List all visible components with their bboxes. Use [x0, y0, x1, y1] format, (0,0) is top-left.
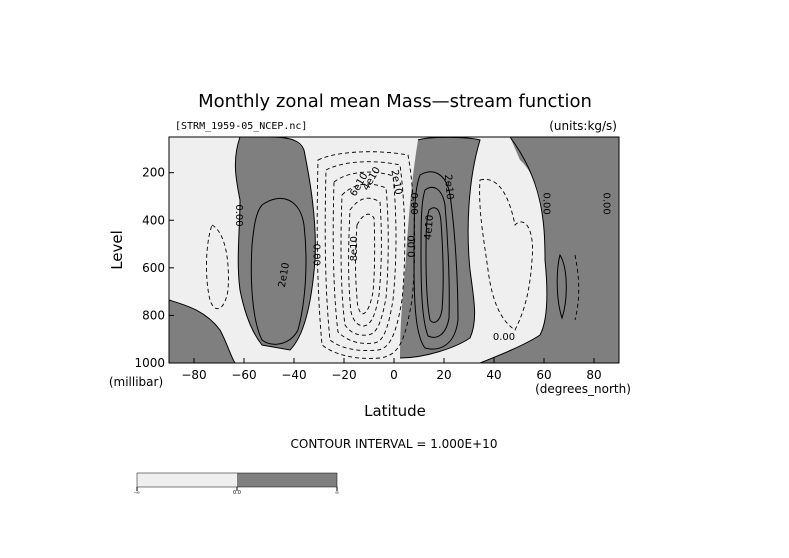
source-file-label: [STRM_1959-05_NCEP.nc] — [175, 121, 307, 132]
colorbar-tick-pos-inf: ∞ — [335, 490, 339, 496]
positive-region-cross-equatorial — [400, 137, 480, 358]
contour-interval-label: CONTOUR INTERVAL = 1.000E+10 — [291, 437, 498, 451]
contour-label: 0.00 — [311, 244, 322, 266]
colorbar-tick-neg-inf: -∞ — [134, 490, 140, 496]
contour-label: 8e10 — [349, 236, 360, 261]
positive-contours — [250, 171, 567, 350]
contour-label: 0.00 — [601, 192, 612, 214]
colorbar-negative-swatch — [137, 473, 237, 487]
y-axis: 200 400 600 800 1000 — [134, 166, 174, 370]
x-units-label: (degrees_north) — [535, 382, 631, 396]
y-axis-title: Level — [108, 230, 126, 270]
contour-label: 2e10 — [442, 174, 455, 200]
colorbar-positive-swatch — [237, 473, 337, 487]
y-tick-label: 400 — [142, 213, 165, 227]
x-tick-label: 80 — [586, 368, 601, 382]
x-tick-label: 0 — [390, 368, 398, 382]
contour-label: 4e10 — [423, 214, 436, 240]
units-label: (units:kg/s) — [549, 119, 617, 133]
contour-label: 0.00 — [493, 332, 515, 343]
zero-contours — [169, 137, 548, 363]
x-tick-label: 20 — [436, 368, 451, 382]
contour-label: 2e10 — [388, 169, 403, 196]
contour-label: 0.00 — [233, 204, 244, 226]
y-tick-label: 200 — [142, 166, 165, 180]
contour-label: 2e10 — [277, 262, 292, 289]
x-tick-label: −60 — [231, 368, 256, 382]
colorbar-tick-zero: 0.0 — [233, 490, 241, 496]
contour-label: 0.00 — [407, 235, 418, 257]
positive-region-east — [480, 137, 619, 363]
y-units-label: (millibar) — [109, 375, 163, 389]
x-tick-label: 40 — [486, 368, 501, 382]
x-axis: −80 −60 −40 −20 0 20 40 60 80 — [181, 358, 602, 382]
x-tick-label: 60 — [536, 368, 551, 382]
y-tick-label: 1000 — [134, 356, 165, 370]
positive-region-south-west — [169, 137, 316, 363]
x-axis-title: Latitude — [364, 402, 426, 420]
x-tick-label: −40 — [281, 368, 306, 382]
contour-label: 0.00 — [408, 192, 419, 214]
x-tick-label: −80 — [181, 368, 206, 382]
y-tick-label: 800 — [142, 308, 165, 322]
colorbar: -∞ 0.0 ∞ — [134, 472, 339, 496]
contour-label: 0.00 — [541, 192, 552, 214]
x-tick-label: −20 — [331, 368, 356, 382]
y-tick-label: 600 — [142, 261, 165, 275]
negative-contours — [206, 151, 580, 359]
chart-title: Monthly zonal mean Mass—stream function — [198, 91, 592, 112]
